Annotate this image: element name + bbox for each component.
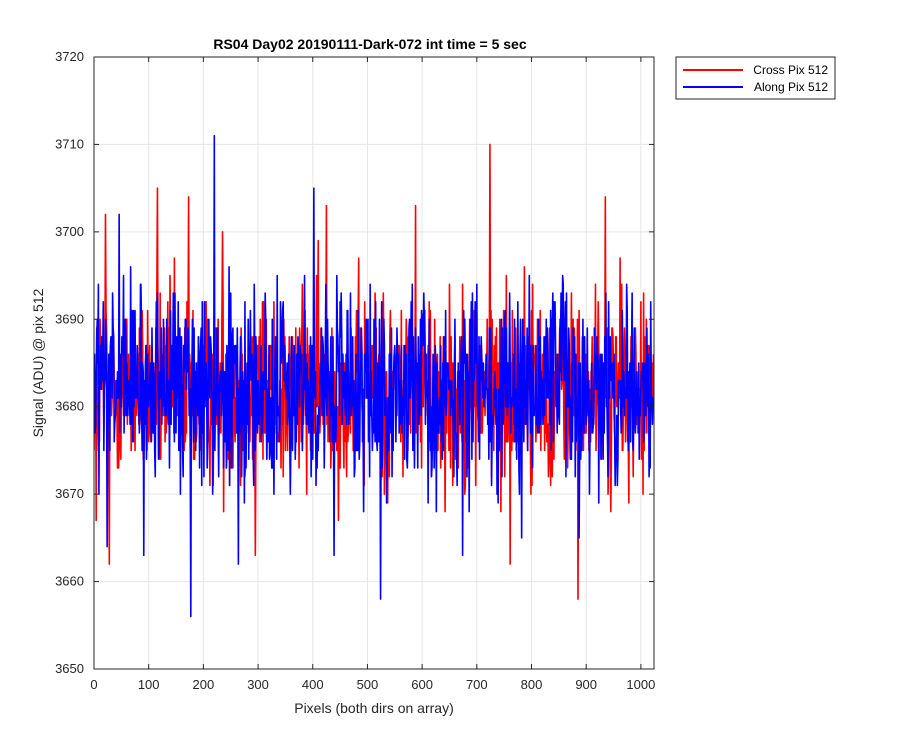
legend[interactable]: Cross Pix 512 Along Pix 512 bbox=[675, 56, 836, 100]
plot-clip bbox=[94, 134, 654, 618]
x-tick-label: 700 bbox=[466, 677, 488, 692]
y-tick-label: 3670 bbox=[55, 486, 84, 501]
legend-box bbox=[675, 56, 836, 100]
y-tick-label: 3650 bbox=[55, 661, 84, 676]
y-tick-label: 3690 bbox=[55, 311, 84, 326]
chart-title: RS04 Day02 20190111-Dark-072 int time = … bbox=[213, 36, 526, 52]
x-tick-label: 400 bbox=[302, 677, 324, 692]
x-tick-label: 300 bbox=[247, 677, 269, 692]
x-tick-label: 900 bbox=[575, 677, 597, 692]
y-tick-label: 3680 bbox=[55, 399, 84, 414]
legend-label-along-pix-512: Along Pix 512 bbox=[754, 80, 828, 94]
y-tick-label: 3660 bbox=[55, 574, 84, 589]
series-line-along-pix-512 bbox=[94, 134, 654, 618]
y-tick-labels: 3650 3660 3670 3680 3690 3700 3710 3720 bbox=[55, 49, 84, 676]
x-axis-label: Pixels (both dirs on array) bbox=[294, 700, 454, 716]
x-tick-label: 800 bbox=[521, 677, 543, 692]
axes-box bbox=[93, 56, 655, 670]
y-tick-label: 3720 bbox=[55, 49, 84, 64]
y-axis-label: Signal (ADU) @ pix 512 bbox=[30, 288, 46, 437]
x-tick-labels: 0 100 200 300 400 500 600 700 800 900 1000 bbox=[90, 677, 655, 692]
legend-label-cross-pix-512: Cross Pix 512 bbox=[753, 63, 828, 77]
x-tick-label: 100 bbox=[138, 677, 160, 692]
axis-ticks bbox=[93, 56, 654, 670]
x-tick-label: 500 bbox=[357, 677, 379, 692]
x-tick-label: 1000 bbox=[626, 677, 655, 692]
x-tick-label: 600 bbox=[411, 677, 433, 692]
x-tick-label: 200 bbox=[193, 677, 215, 692]
x-tick-label: 0 bbox=[90, 677, 97, 692]
y-tick-label: 3710 bbox=[55, 136, 84, 151]
y-tick-label: 3700 bbox=[55, 224, 84, 239]
